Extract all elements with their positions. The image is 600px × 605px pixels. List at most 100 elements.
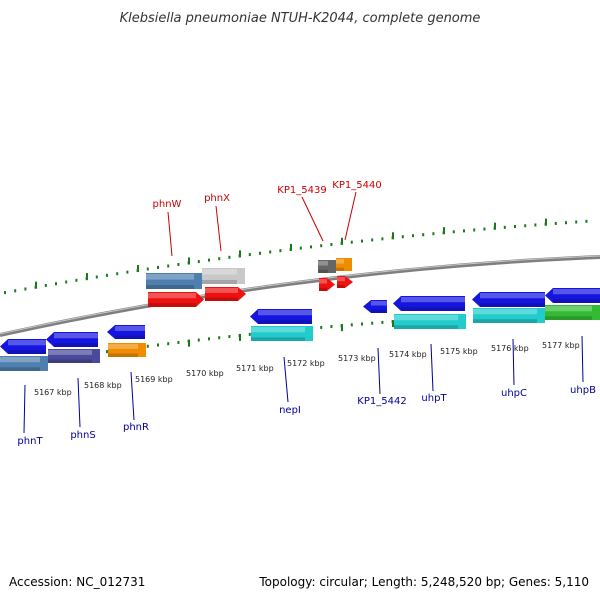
gene-arrow-uhpT-shine — [401, 297, 465, 303]
gene-track-phnX — [202, 268, 245, 284]
gene-arrow-uhpC — [472, 292, 545, 307]
gene-arrow-KP1_5439 — [319, 278, 335, 291]
gene-track-uhpC-shine — [473, 309, 537, 315]
gene-track-phnR — [108, 343, 146, 357]
gene-arrow-phnX — [205, 287, 246, 301]
gene-arrow-phnW-shine — [148, 293, 196, 299]
leader-phnW — [167, 211, 173, 257]
scale-label-5174: 5174 kbp — [389, 350, 427, 359]
leader-KP1_5442 — [377, 347, 381, 395]
gene-track-KP1_5440 — [336, 258, 352, 271]
gene-track-uhpB-body — [545, 305, 600, 320]
plus-strand-gene-labels: phnW phnX KP1_5439 KP1_5440 — [153, 180, 382, 210]
gene-arrow-phnW-body — [148, 292, 204, 307]
gene-arrow-phnR — [107, 325, 145, 339]
leader-KP1_5440 — [344, 191, 357, 241]
gene-track-phnT — [0, 356, 48, 371]
gene-label-phnR: phnR — [123, 422, 149, 433]
gene-track-phnS-shade — [48, 359, 92, 363]
gene-arrow-uhpB-shade — [553, 299, 600, 303]
gene-arrow-KP1_5439-shade — [319, 287, 327, 291]
scale-label-5173: 5173 kbp — [338, 354, 376, 363]
gene-track-uhpB-shade — [545, 316, 592, 320]
leader-KP1_5439 — [301, 196, 324, 242]
gene-track-uhpC-shade — [473, 319, 537, 323]
scale-label-5176: 5176 kbp — [491, 344, 529, 353]
backbone-highlight — [0, 255, 600, 335]
gene-label-phnT: phnT — [17, 436, 43, 447]
accession-text: Accession: NC_012731 — [9, 575, 146, 589]
scale-label-5171: 5171 kbp — [236, 364, 274, 373]
leader-phnS — [77, 377, 81, 428]
gene-track-phnR-shade — [108, 353, 138, 357]
gene-track-phnR-body — [108, 343, 146, 357]
gene-track-phnT-shine — [0, 357, 40, 363]
label-leaders — [23, 191, 584, 434]
gene-arrow-uhpB-body — [545, 288, 600, 303]
scale-label-5172: 5172 kbp — [287, 359, 325, 368]
gene-arrow-phnS-body — [46, 332, 98, 347]
scale-labels: 5167 kbp 5168 kbp 5169 kbp 5170 kbp 5171… — [34, 341, 580, 397]
gene-track-nepI-body — [251, 326, 313, 341]
gene-arrow-phnX-shade — [205, 297, 238, 301]
gene-label-uhpT: uhpT — [421, 393, 447, 404]
minus-strand-gene-labels: phnT phnS phnR nepI KP1_5442 uhpT uhpC u… — [17, 385, 596, 447]
leader-phnR — [130, 371, 135, 421]
gene-label-uhpB: uhpB — [570, 385, 596, 396]
gene-arrow-phnT-body — [0, 339, 46, 354]
scale-label-5177: 5177 kbp — [542, 341, 580, 350]
gene-arrow-phnX-shine — [205, 288, 238, 293]
gene-arrow-uhpB — [545, 288, 600, 303]
gene-arrow-nepI-shine — [258, 310, 312, 316]
gene-arrow-uhpB-shine — [553, 289, 600, 295]
gene-label-KP1_5440: KP1_5440 — [332, 180, 381, 191]
gene-arrow-KP1_5440-shade — [337, 285, 345, 288]
gene-track-uhpT-body — [394, 314, 466, 329]
leader-uhpB — [581, 335, 584, 383]
gene-arrow-KP1_5440-shine — [337, 277, 345, 282]
gene-label-nepI: nepI — [279, 405, 301, 416]
gene-track-phnT-body — [0, 356, 48, 371]
gene-track-phnS-body — [48, 349, 100, 363]
gene-arrow-phnS — [46, 332, 98, 347]
gene-track-KP1_5440-body — [336, 258, 352, 271]
gene-track-phnT-shade — [0, 367, 40, 371]
gene-arrow-nepI — [250, 309, 312, 324]
gene-label-KP1_5442: KP1_5442 — [357, 396, 406, 407]
scale-label-5175: 5175 kbp — [440, 347, 478, 356]
gene-arrow-uhpT-shade — [401, 307, 465, 311]
topology-text: Topology: circular; Length: 5,248,520 bp… — [259, 575, 589, 589]
gene-track-nepI-shine — [251, 327, 305, 333]
gene-track-phnX-body — [202, 268, 245, 284]
gene-track-KP1_5440-shade — [336, 267, 344, 271]
gene-track-uhpB — [545, 305, 600, 320]
gene-arrow-KP1_5442-shine — [371, 301, 387, 306]
gene-arrow-phnR-body — [107, 325, 145, 339]
gene-arrow-KP1_5442-shade — [371, 309, 387, 313]
gene-track-phnS-shine — [48, 350, 92, 355]
gene-arrow-KP1_5440-body — [337, 276, 353, 288]
gene-arrow-nepI-shade — [258, 320, 312, 324]
gene-arrow-KP1_5440 — [337, 276, 353, 288]
gene-arrow-uhpC-body — [472, 292, 545, 307]
gene-arrow-phnT — [0, 339, 46, 354]
gene-arrow-phnT-shine — [8, 340, 46, 346]
gene-label-phnS: phnS — [70, 430, 95, 441]
gene-arrow-KP1_5439-body — [319, 278, 335, 291]
gene-label-phnW: phnW — [153, 199, 182, 210]
leader-uhpT — [430, 343, 434, 392]
gene-track-uhpC — [473, 308, 545, 323]
gene-arrow-phnR-shine — [115, 326, 145, 331]
gene-track-phnR-shine — [108, 344, 138, 349]
scale-label-5170: 5170 kbp — [186, 369, 224, 378]
gene-arrow-phnS-shine — [54, 333, 98, 339]
gene-arrow-KP1_5442 — [363, 300, 387, 313]
leader-nepI — [283, 356, 289, 403]
gene-arrow-nepI-body — [250, 309, 312, 324]
gene-track-phnX-shade — [202, 280, 237, 284]
gene-arrow-phnX-body — [205, 287, 246, 301]
scale-label-5168: 5168 kbp — [84, 381, 122, 390]
gene-label-phnX: phnX — [204, 193, 230, 204]
gene-track-phnW — [146, 273, 202, 289]
gene-arrow-uhpC-shine — [480, 293, 545, 299]
